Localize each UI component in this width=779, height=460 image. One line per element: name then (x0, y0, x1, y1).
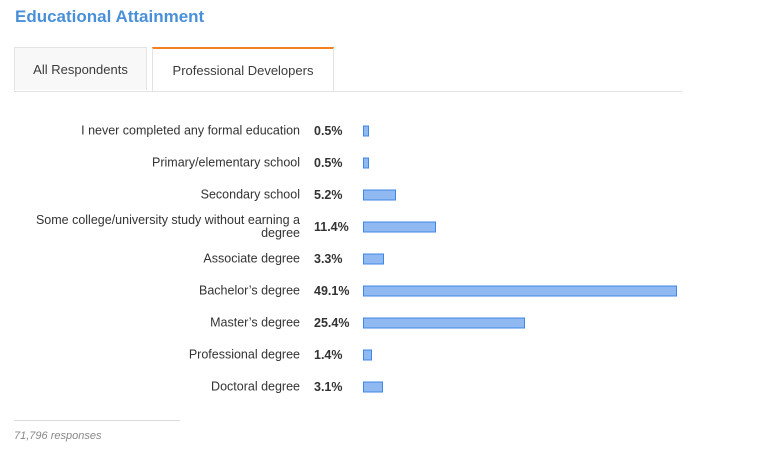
response-count: 71,796 responses (14, 430, 102, 442)
bar-row: Secondary school 5.2% (0, 179, 779, 211)
value-label: 3.1% (314, 380, 343, 394)
value-label: 0.5% (314, 156, 343, 170)
bar (363, 157, 369, 169)
bar (363, 189, 396, 201)
value-label: 5.2% (314, 188, 343, 202)
category-label: Master’s degree (210, 315, 300, 330)
bar-row: Master’s degree 25.4% (0, 307, 779, 339)
bar-row: Some college/university study without ea… (0, 211, 779, 243)
value-label: 1.4% (314, 348, 343, 362)
bar (363, 253, 384, 265)
bar (363, 125, 369, 137)
chart-title: Educational Attainment (15, 7, 205, 26)
value-label: 11.4% (314, 220, 349, 234)
category-label: Secondary school (200, 187, 300, 202)
value-label: 3.3% (314, 252, 343, 266)
footer-divider (14, 420, 180, 421)
category-label: Primary/elementary school (152, 155, 300, 170)
tab-professional-developers[interactable]: Professional Developers (152, 47, 334, 91)
bar-row: I never completed any formal education 0.… (0, 115, 779, 147)
category-label: Doctoral degree (211, 379, 300, 394)
bar (363, 285, 677, 297)
bar (363, 381, 383, 393)
category-label: I never completed any formal education (81, 123, 300, 138)
bar-row: Professional degree 1.4% (0, 339, 779, 371)
bar-row: Associate degree 3.3% (0, 243, 779, 275)
value-label: 25.4% (314, 316, 350, 330)
category-label: Professional degree (188, 347, 300, 362)
tab-bar: All Respondents Professional Developers (14, 47, 682, 92)
bar-row: Primary/elementary school 0.5% (0, 147, 779, 179)
bar (363, 349, 372, 361)
category-label: Associate degree (203, 251, 300, 266)
bar-row: Bachelor’s degree 49.1% (0, 275, 779, 307)
category-label: Some college/university study without ea… (35, 213, 300, 240)
category-label: Bachelor’s degree (199, 283, 300, 298)
tab-all-respondents[interactable]: All Respondents (14, 47, 147, 90)
bar (363, 317, 525, 329)
value-label: 49.1% (314, 284, 350, 298)
bar-row: Doctoral degree 3.1% (0, 371, 779, 403)
bar (363, 221, 436, 233)
value-label: 0.5% (314, 124, 343, 138)
